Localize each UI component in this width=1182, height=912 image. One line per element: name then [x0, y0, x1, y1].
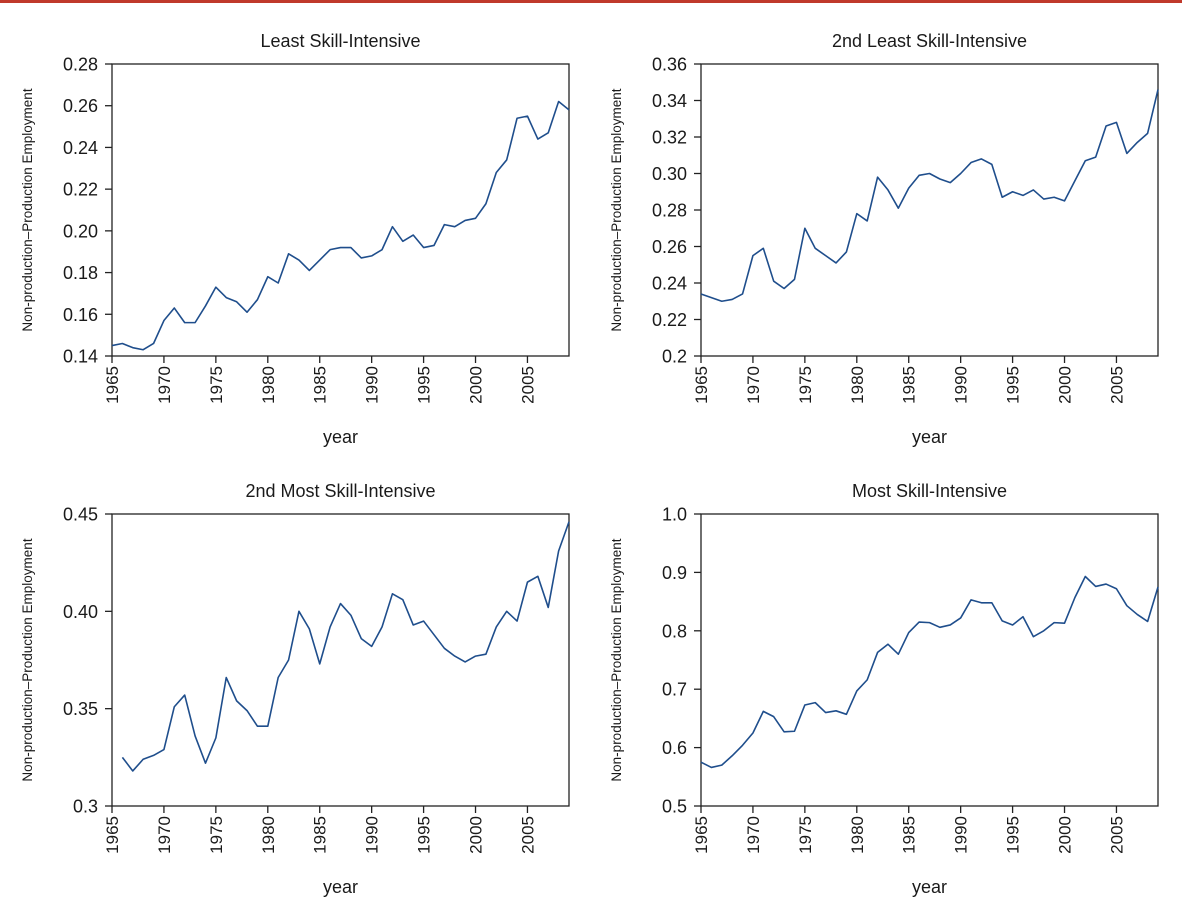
y-tick-label: 0.18	[63, 263, 98, 283]
panel-1: Least Skill-Intensive 0.14 0.16 0.18 0.20 0.2…	[20, 31, 570, 447]
y-tick-label: 0.20	[63, 221, 98, 241]
y-tick-label: 0.16	[63, 305, 98, 325]
x-tick-label: 1990	[363, 366, 382, 404]
plot-frame	[700, 63, 1159, 357]
y-tick-label: 0.24	[63, 138, 98, 158]
y-tick-label: 0.28	[652, 201, 687, 221]
x-tick-label: 1970	[155, 366, 174, 404]
y-axis-label: Non-production–Production Employment	[609, 538, 624, 781]
x-tick-label: 2005	[1107, 816, 1126, 854]
x-tick-label: 1980	[848, 366, 867, 404]
x-tick-label: 1985	[900, 816, 919, 854]
x-tick-label: 2000	[467, 816, 486, 854]
x-axis-label: year	[912, 427, 947, 447]
y-tick-label: 0.6	[662, 738, 687, 758]
chart-title: Least Skill-Intensive	[260, 31, 420, 51]
x-tick-label: 1980	[259, 816, 278, 854]
x-tick-label: 1980	[848, 816, 867, 854]
plot-frame	[700, 513, 1159, 807]
y-tick-label: 0.8	[662, 621, 687, 641]
x-tick-label: 1985	[311, 816, 330, 854]
x-tick-label: 1965	[692, 816, 711, 854]
x-tick-label: 1985	[900, 366, 919, 404]
x-tick-label: 1995	[415, 366, 434, 404]
x-tick-label: 1975	[207, 816, 226, 854]
x-tick-label: 1965	[103, 816, 122, 854]
y-tick-label: 0.7	[662, 680, 687, 700]
y-axis-label: Non-production–Production Employment	[20, 88, 35, 331]
panel-2: 2nd Least Skill-Intensive 0.2 0.22 0.24 0.26…	[609, 31, 1159, 447]
x-tick-label: 1985	[311, 366, 330, 404]
y-axis-label: Non-production–Production Employment	[609, 88, 624, 331]
x-tick-label: 1965	[692, 366, 711, 404]
y-tick-label: 0.22	[63, 180, 98, 200]
y-tick-label: 0.26	[63, 96, 98, 116]
x-tick-label: 1970	[744, 366, 763, 404]
y-tick-label: 0.2	[662, 347, 687, 367]
chart-title: 2nd Least Skill-Intensive	[832, 31, 1027, 51]
x-tick-label: 2000	[467, 366, 486, 404]
x-tick-label: 2005	[518, 366, 537, 404]
y-tick-label: 0.40	[63, 602, 98, 622]
x-tick-label: 1995	[1004, 366, 1023, 404]
series-line	[700, 89, 1159, 303]
x-tick-label: 2005	[1107, 366, 1126, 404]
x-tick-label: 1970	[155, 816, 174, 854]
x-axis-label: year	[323, 877, 358, 897]
y-tick-label: 0.14	[63, 347, 98, 367]
y-axis-label: Non-production–Production Employment	[20, 538, 35, 781]
x-tick-label: 1995	[415, 816, 434, 854]
y-tick-label: 0.28	[63, 55, 98, 75]
series-line	[121, 521, 570, 772]
series-line	[700, 575, 1159, 769]
y-tick-label: 0.26	[652, 237, 687, 257]
x-tick-label: 1975	[207, 366, 226, 404]
series-line	[111, 100, 570, 351]
y-tick-label: 0.35	[63, 699, 98, 719]
y-tick-label: 0.9	[662, 563, 687, 583]
x-tick-label: 1995	[1004, 816, 1023, 854]
x-tick-label: 1975	[796, 816, 815, 854]
x-tick-label: 2000	[1056, 366, 1075, 404]
chart-title: Most Skill-Intensive	[852, 481, 1007, 501]
panel-3: 2nd Most Skill-Intensive 0.3 0.35 0.40 0.45 1…	[20, 481, 570, 897]
x-tick-label: 1965	[103, 366, 122, 404]
plot-frame	[111, 513, 570, 807]
y-tick-label: 1.0	[662, 505, 687, 525]
y-tick-label: 0.45	[63, 505, 98, 525]
y-tick-label: 0.5	[662, 797, 687, 817]
panel-4: Most Skill-Intensive 0.5 0.6 0.7 0.8 0.9 1.0 19…	[609, 481, 1159, 897]
y-tick-label: 0.32	[652, 128, 687, 148]
x-tick-label: 1970	[744, 816, 763, 854]
y-tick-label: 0.24	[652, 274, 687, 294]
top-rule	[0, 0, 1182, 3]
chart-title: 2nd Most Skill-Intensive	[245, 481, 435, 501]
x-tick-label: 2000	[1056, 816, 1075, 854]
x-axis-label: year	[912, 877, 947, 897]
y-tick-label: 0.3	[73, 797, 98, 817]
y-tick-label: 0.22	[652, 310, 687, 330]
y-tick-label: 0.30	[652, 164, 687, 184]
x-tick-label: 1975	[796, 366, 815, 404]
x-tick-label: 2005	[518, 816, 537, 854]
plot-frame	[111, 63, 570, 357]
x-tick-label: 1990	[363, 816, 382, 854]
x-tick-label: 1990	[952, 366, 971, 404]
x-axis-label: year	[323, 427, 358, 447]
y-tick-label: 0.36	[652, 55, 687, 75]
x-tick-label: 1990	[952, 816, 971, 854]
x-tick-label: 1980	[259, 366, 278, 404]
y-tick-label: 0.34	[652, 91, 687, 111]
